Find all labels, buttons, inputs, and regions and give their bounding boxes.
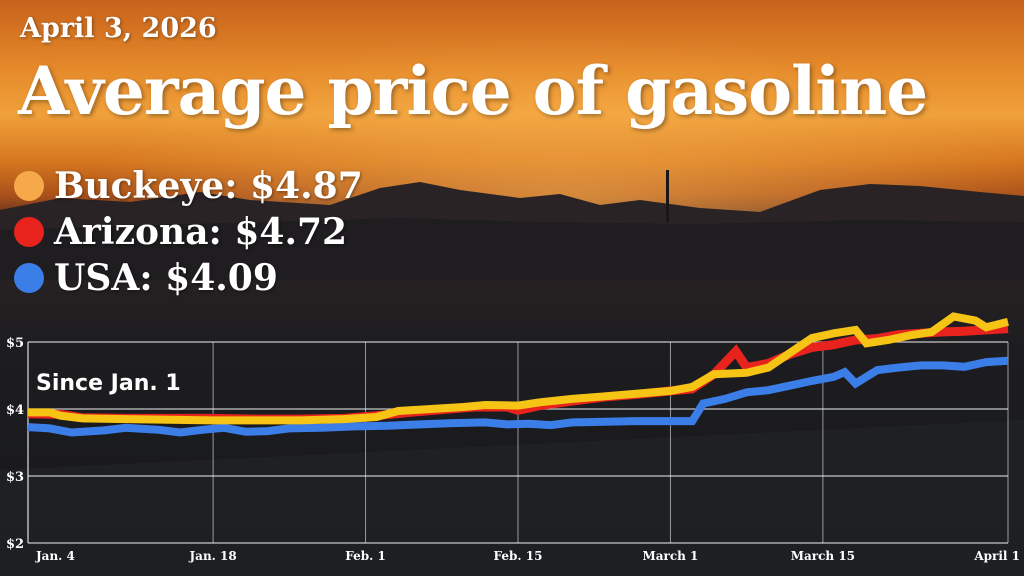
legend-dot-arizona: [14, 217, 44, 247]
since-annotation: Since Jan. 1: [36, 371, 181, 396]
series-line-buckeye: [28, 312, 1009, 425]
x-tick-label-5: March 15: [791, 549, 855, 563]
legend-item-buckeye: Buckeye: $4.87: [14, 163, 363, 209]
date-label: April 3, 2026: [20, 13, 217, 44]
x-tick-label-0: Jan. 4: [35, 549, 75, 563]
y-tick-label-1: $4: [6, 403, 24, 418]
chart-series: [27, 312, 1009, 437]
legend-label-buckeye: Buckeye: $4.87: [54, 165, 363, 207]
series-line-usa: [27, 356, 1009, 437]
legend-item-usa: USA: $4.09: [14, 255, 363, 301]
mountain-silhouette: [0, 170, 1024, 280]
legend-item-arizona: Arizona: $4.72: [14, 209, 363, 255]
x-tick-label-6: April 1: [973, 549, 1020, 563]
chart-ticks: $5 $4 $3 $2 Jan. 4 Jan. 18 Feb. 1 Feb. 15 March …: [6, 336, 1020, 563]
legend: Buckeye: $4.87 Arizona: $4.72 USA: $4.09: [14, 163, 363, 301]
chart-title: Average price of gasoline: [18, 52, 928, 130]
x-tick-label-4: March 1: [642, 549, 698, 563]
y-tick-label-3: $2: [6, 537, 24, 552]
legend-dot-buckeye: [14, 171, 44, 201]
y-tick-label-2: $3: [6, 470, 24, 485]
legend-label-arizona: Arizona: $4.72: [54, 211, 348, 253]
x-tick-label-1: Jan. 18: [188, 549, 236, 563]
legend-label-usa: USA: $4.09: [54, 257, 278, 299]
legend-dot-usa: [14, 263, 44, 293]
x-tick-label-3: Feb. 15: [494, 549, 543, 563]
y-tick-label-0: $5: [6, 336, 24, 351]
x-tick-label-2: Feb. 1: [345, 549, 386, 563]
